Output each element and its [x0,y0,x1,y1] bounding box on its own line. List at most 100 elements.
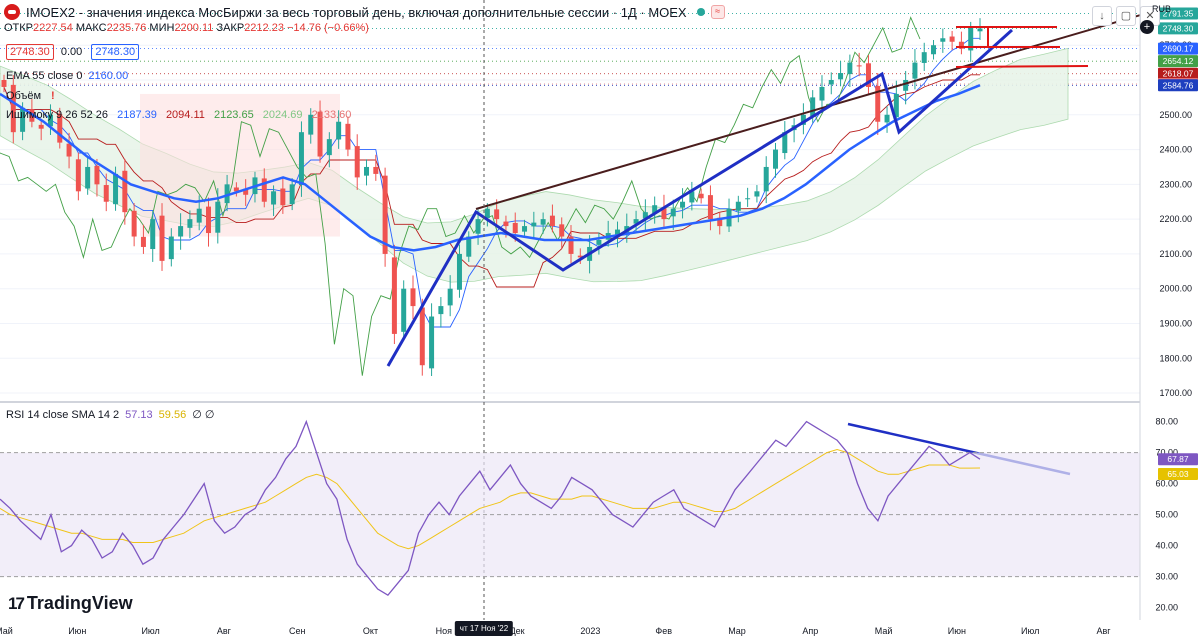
candle-body [47,114,53,127]
open-key: ОТКР [4,22,34,34]
candles [1,18,983,376]
candle-body [419,307,425,366]
low-value: 2200.11 [174,22,214,34]
candle-body [912,62,918,79]
price-tick-label: 1700.00 [1159,388,1192,398]
candle-body [224,184,230,204]
price-tick-label: 2100.00 [1159,249,1192,259]
maximize-icon[interactable]: ▢ [1116,6,1136,26]
price-tick-label: 2500.00 [1159,110,1192,120]
ema-line [0,84,981,252]
rsi-tag-label: 65.03 [1167,469,1189,479]
rsi-label: RSI 14 close SMA 14 2 [6,409,120,421]
candle-body [968,27,974,51]
price-tick-label: 2200.00 [1159,214,1192,224]
ema-legend[interactable]: EMA 55 close 0 2160.00 [6,70,128,82]
candle-body [568,236,574,254]
rsi-line [0,419,981,597]
time-tick-label: Июн [68,626,87,636]
ema-label: EMA 55 close 0 [6,70,83,82]
price-tag-bg [1158,42,1198,55]
price-tag-bg [1158,79,1198,92]
time-tick-label: Июл [1021,626,1040,636]
price-axis-bg [1140,0,1200,644]
ichimoku-legend[interactable]: Ишимоку 9 26 52 26 2187.39 2094.11 2123.… [6,109,357,121]
candle-body [196,208,202,223]
rsi-legend[interactable]: RSI 14 close SMA 14 2 57.13 59.56 ∅ ∅ [6,408,214,421]
candle-body [57,114,63,143]
chevron-down-icon[interactable]: ↓ [1092,6,1112,26]
ema55-line [0,84,981,252]
rsi-tick-label: 50.00 [1155,510,1178,520]
time-tick-label: Май [0,626,13,636]
rsi-sma-value: 59.56 [158,409,187,421]
close-key: ЗАКР [216,22,245,34]
price-tag-bg [1158,7,1198,20]
rsi-tick-label: 20.00 [1155,603,1178,613]
ask-box[interactable]: 2748.30 [91,44,140,60]
candle-body [20,107,26,132]
candle-body [308,114,314,135]
candle-body [745,198,751,200]
price-tag-bg [1158,55,1198,68]
crosshair-date-label: чт 17 Ноя '22 [454,621,514,636]
candle-body [735,201,741,211]
time-tick-label: Авг [216,626,231,636]
bid-box[interactable]: 2748.30 [6,44,54,60]
volume-legend[interactable]: Объём! [6,90,55,102]
candle-body [187,219,193,228]
price-tag-bg [1158,67,1198,80]
rsi-tick-label: 60.00 [1155,479,1178,489]
candle-body [336,121,342,140]
ichimoku-label: Ишимоку 9 26 52 26 [6,109,109,121]
candle-body [503,221,509,227]
price-tick-label: 1800.00 [1159,353,1192,363]
ichimoku-span-b: 2133.60 [311,109,352,121]
rsi-tick-label: 30.00 [1155,572,1178,582]
candle-body [1,80,7,87]
time-tick-label: Апр [802,626,819,636]
time-tick-label: Июл [141,626,160,636]
candle-body [410,288,416,307]
candle-body [85,166,91,189]
bid-ask-row: 2748.30 0.00 2748.30 [6,44,143,60]
candle-body [484,208,490,219]
candle-body [66,143,72,157]
ichimoku-cloud-red [140,93,340,237]
candle-body [261,178,267,202]
sync-badge[interactable]: ≈ [710,5,725,19]
candle-body [447,288,453,306]
rsi-tag-label: 67.87 [1167,454,1189,464]
candle-body [559,224,565,237]
candle-body [614,229,620,235]
time-tick-label: Окт [362,626,379,636]
ichimoku-span-a: 2024.69 [262,109,303,121]
candle-body [75,159,81,192]
rsi-tick-label: 40.00 [1155,541,1178,551]
candle-body [940,38,946,42]
candle-body [438,306,444,315]
candle-body [642,212,648,219]
candle-body [466,236,472,257]
candle-body [531,222,537,227]
candle-body [354,146,360,178]
candle-body [233,187,239,192]
price-tick-label: 2300.00 [1159,179,1192,189]
candle-body [958,41,964,49]
candle-body [178,226,184,237]
market-open-icon [696,8,705,16]
add-alert-icon[interactable]: + [1140,20,1154,34]
candle-body [698,193,704,199]
candle-body [773,149,779,169]
candle-body [884,114,890,123]
candle-body [856,65,862,67]
currency-label[interactable]: RUB [1152,4,1172,14]
high-key: МАКС [75,22,107,34]
candle-body [475,219,481,234]
warning-icon: ! [51,90,55,102]
candle-body [522,226,528,232]
candle-body [717,217,723,227]
candle-body [689,191,695,203]
candle-body [131,210,137,237]
